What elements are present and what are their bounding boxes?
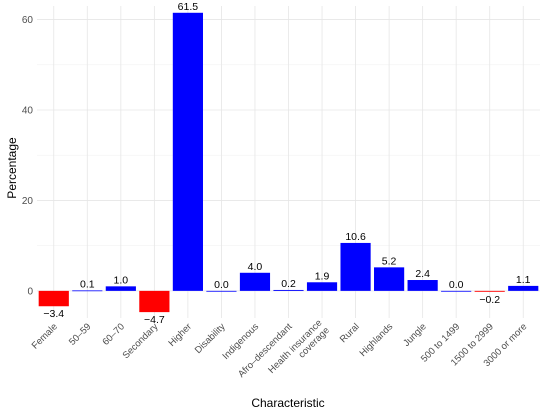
data-label: 5.2	[382, 255, 397, 267]
data-labels: −3.4 0.1 1.0 −4.7 61.5 0.0 4.0 0.2 1.9 10.6 5.2 2.4…	[43, 1, 530, 326]
data-label: 0.1	[80, 278, 95, 290]
data-label: 0.0	[214, 279, 229, 291]
bar	[172, 12, 203, 291]
bar	[407, 280, 438, 291]
x-tick-label: Higher	[166, 321, 194, 349]
data-label: −4.7	[144, 314, 165, 326]
bar	[72, 290, 103, 292]
x-tick-label: Health insurancecoverage	[266, 318, 332, 384]
bar	[374, 267, 405, 291]
bar	[508, 285, 539, 291]
data-label: 2.4	[415, 268, 430, 280]
bar	[441, 290, 472, 292]
bar	[206, 290, 237, 292]
x-axis-title: Characteristic	[251, 396, 324, 410]
y-axis-ticks: 0 20 40 60	[22, 15, 34, 297]
x-tick-label: Jungle	[401, 321, 429, 349]
data-label: 10.6	[345, 231, 366, 243]
bar	[38, 290, 69, 307]
grid	[37, 6, 540, 318]
bars	[38, 12, 539, 313]
bar	[239, 272, 271, 291]
x-tick-label: Secondary	[121, 321, 161, 361]
bar	[139, 290, 170, 313]
data-label: 1.0	[114, 274, 129, 286]
data-label: 4.0	[248, 261, 263, 273]
bar	[273, 289, 304, 291]
data-label: 0.2	[281, 278, 296, 290]
x-tick-label: 60–70	[100, 321, 126, 347]
y-tick-label: 40	[22, 106, 34, 117]
data-label: 1.1	[516, 274, 531, 286]
x-tick-label: Female	[30, 321, 60, 351]
y-axis-title: Percentage	[5, 137, 19, 199]
x-tick-label: Highlands	[358, 321, 396, 359]
bar	[474, 290, 505, 292]
y-tick-label: 60	[22, 15, 34, 26]
data-label: −0.2	[479, 294, 500, 306]
bar	[105, 286, 136, 291]
data-label: −3.4	[43, 308, 64, 320]
bar	[340, 242, 371, 291]
data-label: 0.0	[449, 279, 464, 291]
data-label: 1.9	[315, 270, 330, 282]
data-label: 61.5	[178, 1, 199, 13]
x-tick-label: 50–59	[67, 321, 93, 347]
y-tick-label: 0	[27, 286, 33, 297]
y-tick-label: 20	[22, 196, 34, 207]
bar	[306, 282, 338, 291]
x-tick-label: Rural	[338, 321, 362, 345]
